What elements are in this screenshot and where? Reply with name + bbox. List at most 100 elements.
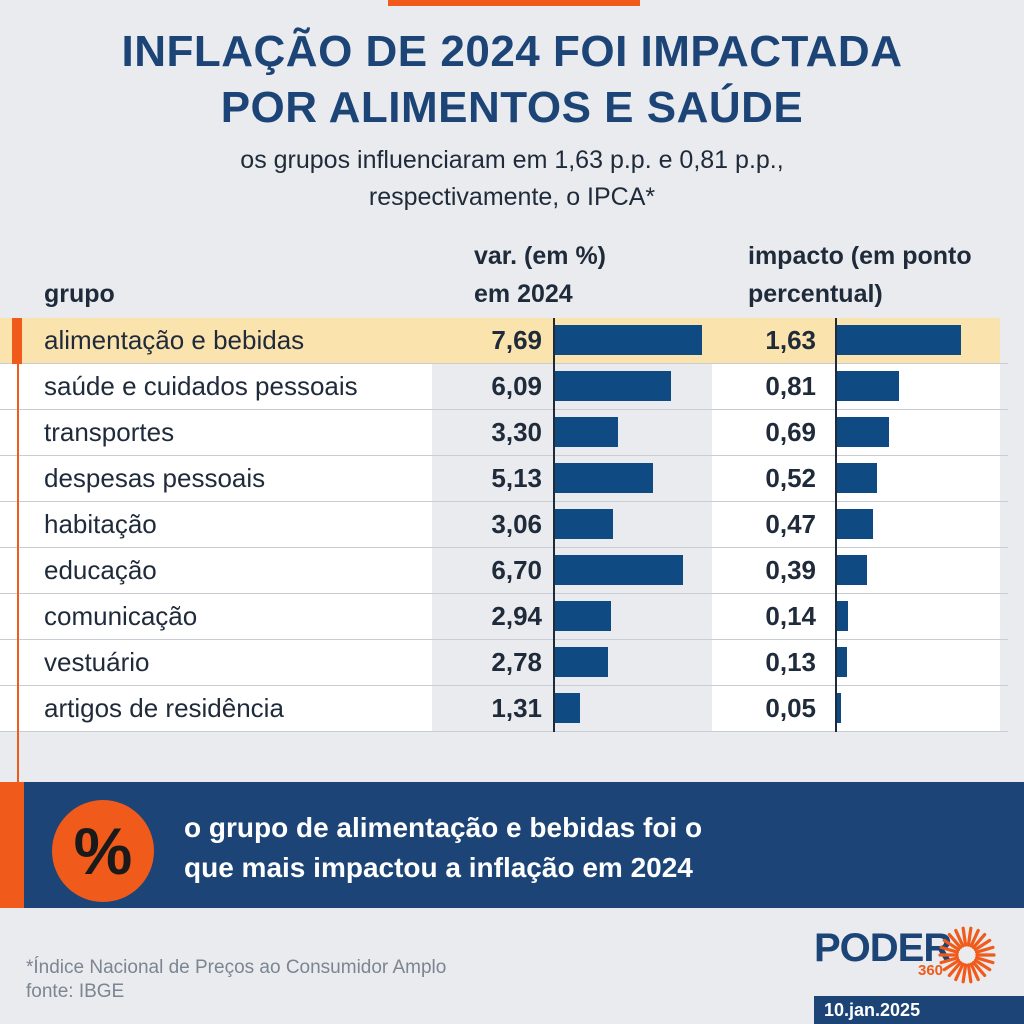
impact-value-label: 0,13	[765, 647, 816, 677]
row-divider	[0, 409, 1008, 410]
sun-ray	[947, 932, 963, 950]
sun-ray	[974, 956, 995, 965]
table-row: artigos de residência 1,31 0,05	[0, 686, 1024, 732]
impact-bar	[837, 601, 848, 631]
banner-accent	[0, 782, 24, 908]
variation-bar	[555, 509, 613, 539]
row-name-cell	[0, 594, 432, 639]
sun-ray	[954, 928, 965, 948]
sun-ray	[939, 945, 960, 954]
impact-bar	[837, 463, 877, 493]
sun-ray	[971, 932, 987, 950]
chart-title: INFLAÇÃO DE 2024 FOI IMPACTADA POR ALIME…	[0, 24, 1024, 136]
sun-ray	[966, 926, 973, 947]
sun-ray	[974, 945, 995, 954]
sun-ray	[973, 938, 992, 952]
variation-axis	[553, 318, 555, 732]
footnote-source: fonte: IBGE	[26, 981, 125, 1002]
variation-bar	[555, 693, 580, 723]
header-variation-line-2: em 2024	[474, 280, 573, 308]
table-row: despesas pessoais 5,13 0,52	[0, 456, 1024, 502]
percent-icon: %	[52, 800, 154, 902]
sun-ray	[969, 962, 980, 982]
header-impact-line-2: percentual)	[748, 280, 883, 308]
impact-value-label: 1,63	[765, 325, 816, 355]
row-impact-cell	[712, 640, 1000, 685]
impact-value-label: 0,81	[765, 371, 816, 401]
row-name-cell	[0, 548, 432, 593]
impact-bar	[837, 417, 889, 447]
category-label: despesas pessoais	[44, 463, 266, 493]
category-label: vestuário	[44, 647, 150, 677]
sun-ray	[942, 938, 961, 952]
variation-value-label: 7,69	[491, 325, 542, 355]
category-label: saúde e cuidados pessoais	[44, 371, 358, 401]
header-impact: impacto (em ponto percentual)	[748, 237, 972, 313]
impact-value-label: 0,39	[765, 555, 816, 585]
title-line-1: INFLAÇÃO DE 2024 FOI IMPACTADA	[121, 27, 903, 76]
row-divider	[0, 501, 1008, 502]
banner-text-line-2: que mais impactou a inflação em 2024	[184, 852, 693, 883]
row-divider	[0, 547, 1008, 548]
row-name-cell	[0, 502, 432, 547]
variation-bar	[555, 601, 611, 631]
variation-value-label: 3,06	[491, 509, 542, 539]
variation-value-label: 2,78	[491, 647, 542, 677]
variation-bar	[555, 371, 671, 401]
variation-value-label: 3,30	[491, 417, 542, 447]
row-name-cell	[0, 456, 432, 501]
sun-ray	[971, 960, 987, 978]
row-impact-cell	[712, 594, 1000, 639]
key-takeaway-banner	[0, 782, 1024, 908]
sun-ray	[966, 963, 973, 984]
category-label: educação	[44, 555, 157, 585]
variation-bar	[555, 417, 618, 447]
row-name-cell	[0, 410, 432, 455]
impact-bar	[837, 325, 961, 355]
sun-ray	[947, 960, 963, 978]
variation-value-label: 6,09	[491, 371, 542, 401]
sun-ray	[961, 963, 968, 984]
logo-wordmark: PODER	[814, 926, 952, 970]
top-accent-strip	[388, 0, 640, 6]
sun-ray	[973, 958, 992, 972]
variation-bar	[555, 647, 608, 677]
subtitle-line-1: os grupos influenciaram em 1,63 p.p. e 0…	[240, 146, 784, 174]
sun-ray	[961, 926, 968, 947]
variation-value-label: 6,70	[491, 555, 542, 585]
header-variation-line-1: var. (em %)	[474, 242, 607, 270]
impact-value-label: 0,05	[765, 693, 816, 723]
row-divider	[0, 593, 1008, 594]
sun-ray	[954, 962, 965, 982]
row-name-cell	[0, 640, 432, 685]
sun-ray	[939, 956, 960, 965]
category-label: alimentação e bebidas	[44, 325, 305, 355]
row-divider	[0, 731, 1008, 732]
sun-ray	[969, 928, 980, 948]
impact-bar	[837, 509, 873, 539]
table-row: comunicação 2,94 0,14	[0, 594, 1024, 640]
row-name-cell	[0, 686, 432, 731]
header-variation: var. (em %) em 2024	[474, 237, 606, 313]
highlight-accent-line	[17, 318, 19, 782]
impact-value-label: 0,47	[765, 509, 816, 539]
impact-bar	[837, 371, 899, 401]
highlight-accent-mark	[12, 318, 22, 364]
logo-sub: 360	[918, 962, 944, 979]
header-group: grupo	[44, 280, 115, 308]
impact-axis	[835, 318, 837, 732]
variation-value-label: 2,94	[491, 601, 542, 631]
chart-subtitle: os grupos influenciaram em 1,63 p.p. e 0…	[0, 142, 1024, 216]
category-label: artigos de residência	[44, 693, 284, 723]
impact-value-label: 0,69	[765, 417, 816, 447]
publication-date: 10.jan.2025	[814, 996, 1024, 1024]
row-name-cell	[0, 364, 432, 409]
variation-bar	[555, 555, 683, 585]
row-divider	[0, 639, 1008, 640]
title-line-2: POR ALIMENTOS E SAÚDE	[220, 83, 804, 132]
category-label: comunicação	[44, 601, 198, 631]
variation-value-label: 5,13	[491, 463, 542, 493]
banner-text-line-1: o grupo de alimentação e bebidas foi o	[184, 812, 703, 843]
sun-icon	[938, 926, 996, 984]
row-name-cell	[0, 318, 432, 363]
